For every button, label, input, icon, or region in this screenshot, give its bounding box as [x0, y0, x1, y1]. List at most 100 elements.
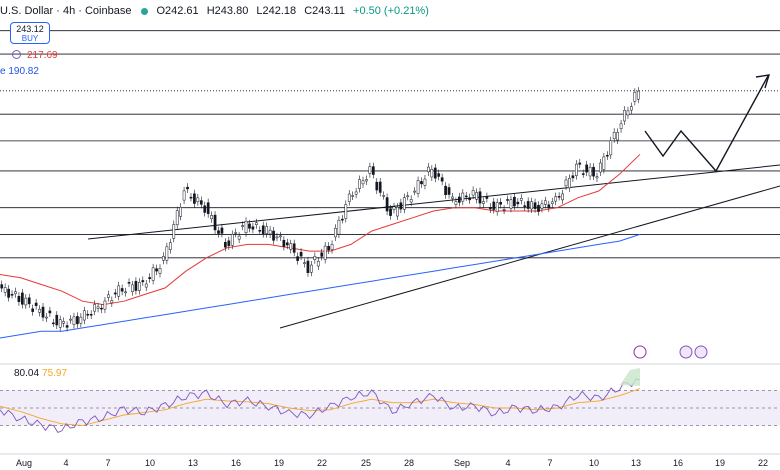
- ma-slow-line: [0, 233, 641, 339]
- candle-body: [334, 227, 337, 238]
- x-tick-label: 4: [63, 458, 69, 468]
- candle-body: [220, 227, 224, 234]
- candle-body: [155, 268, 158, 272]
- candle-body: [351, 195, 355, 197]
- candle-body: [120, 288, 124, 292]
- ohlc-close: C243.11: [304, 5, 345, 17]
- candle-body: [189, 196, 193, 199]
- candle-body: [382, 195, 386, 197]
- candle-body: [285, 242, 289, 246]
- candle-body: [554, 196, 558, 202]
- candle-body: [134, 280, 138, 291]
- x-tick-label: 7: [105, 458, 111, 468]
- candle-body: [341, 218, 344, 221]
- candle-body: [138, 282, 141, 291]
- x-tick-label: Sep: [453, 458, 471, 468]
- candle-body: [488, 207, 492, 210]
- candle-body: [3, 287, 7, 293]
- candle-body: [636, 90, 640, 100]
- candle-body: [402, 197, 406, 210]
- candle-body: [265, 226, 269, 234]
- visibility-icon[interactable]: [12, 50, 21, 59]
- buy-button[interactable]: 243.12 BUY: [10, 22, 50, 44]
- candle-body: [365, 179, 368, 182]
- rsi-readout: 80.04 75.97: [14, 368, 67, 379]
- candle-body: [523, 205, 527, 207]
- candle-body: [440, 177, 444, 182]
- candle-body: [162, 256, 165, 261]
- candle-body: [323, 245, 327, 260]
- candle-body: [199, 200, 203, 205]
- candle-body: [72, 316, 76, 325]
- candle-body: [513, 196, 516, 207]
- x-tick-label: 16: [230, 458, 242, 468]
- candle-body: [595, 176, 599, 179]
- x-tick-label: 10: [144, 458, 156, 468]
- candle-body: [416, 180, 420, 194]
- projection-path: [644, 75, 769, 173]
- candle-body: [261, 225, 265, 234]
- candle-body: [79, 316, 83, 324]
- x-tick-label: 13: [187, 458, 199, 468]
- candle-body: [34, 302, 38, 306]
- candle-body: [385, 197, 389, 212]
- candle-body: [203, 205, 207, 213]
- candle-body: [626, 110, 630, 116]
- candle-body: [113, 292, 117, 295]
- candle-body: [151, 267, 155, 281]
- rsi-ma-value: 75.97: [42, 368, 68, 379]
- candle-body: [396, 206, 399, 217]
- candle-body: [272, 230, 275, 241]
- ma-fast-value: 217.69: [27, 50, 58, 61]
- candle-body: [533, 202, 537, 209]
- x-tick-label: Aug: [15, 458, 33, 468]
- candle-body: [568, 178, 571, 189]
- rsi-line: [0, 378, 641, 433]
- candle-body: [378, 181, 382, 193]
- candle-body: [58, 319, 62, 328]
- candle-body: [423, 178, 427, 186]
- candle-body: [127, 282, 131, 284]
- candle-body: [110, 300, 114, 304]
- candle-body: [337, 219, 341, 235]
- candle-body: [358, 179, 361, 189]
- candle-body: [585, 164, 589, 173]
- candle-body: [69, 318, 72, 321]
- candle-body: [217, 230, 220, 234]
- candle-body: [234, 232, 238, 234]
- candle-body: [537, 205, 540, 212]
- candle-body: [213, 214, 217, 231]
- candle-body: [282, 239, 286, 247]
- candle-body: [630, 106, 633, 111]
- candle-body: [389, 208, 392, 216]
- candle-body: [581, 173, 585, 175]
- candle-body: [21, 292, 24, 305]
- candle-body: [103, 300, 107, 310]
- x-tick-label: 25: [360, 458, 372, 468]
- candle-body: [571, 175, 575, 179]
- candle-body: [327, 245, 330, 251]
- candle-body: [399, 202, 403, 210]
- market-status-icon: [141, 7, 149, 15]
- candle-body: [141, 280, 145, 283]
- candle-body: [210, 215, 213, 220]
- candle-body: [31, 308, 35, 312]
- buy-price: 243.12: [16, 24, 44, 34]
- candle-body: [0, 284, 4, 289]
- candle-body: [93, 304, 96, 312]
- ohlc-high: H243.80: [206, 5, 249, 17]
- candle-body: [599, 162, 602, 173]
- candle-body: [557, 196, 561, 198]
- candle-body: [144, 283, 148, 288]
- x-tick-label: 16: [672, 458, 684, 468]
- candle-body: [437, 173, 441, 177]
- ma-fast-line: [0, 153, 641, 306]
- upper-trend-line: [87, 164, 780, 240]
- candle-body: [413, 190, 416, 193]
- candle-body: [303, 262, 306, 264]
- candle-body: [251, 226, 255, 230]
- candle-body: [310, 264, 313, 273]
- candle-body: [612, 132, 616, 140]
- candle-body: [24, 297, 28, 306]
